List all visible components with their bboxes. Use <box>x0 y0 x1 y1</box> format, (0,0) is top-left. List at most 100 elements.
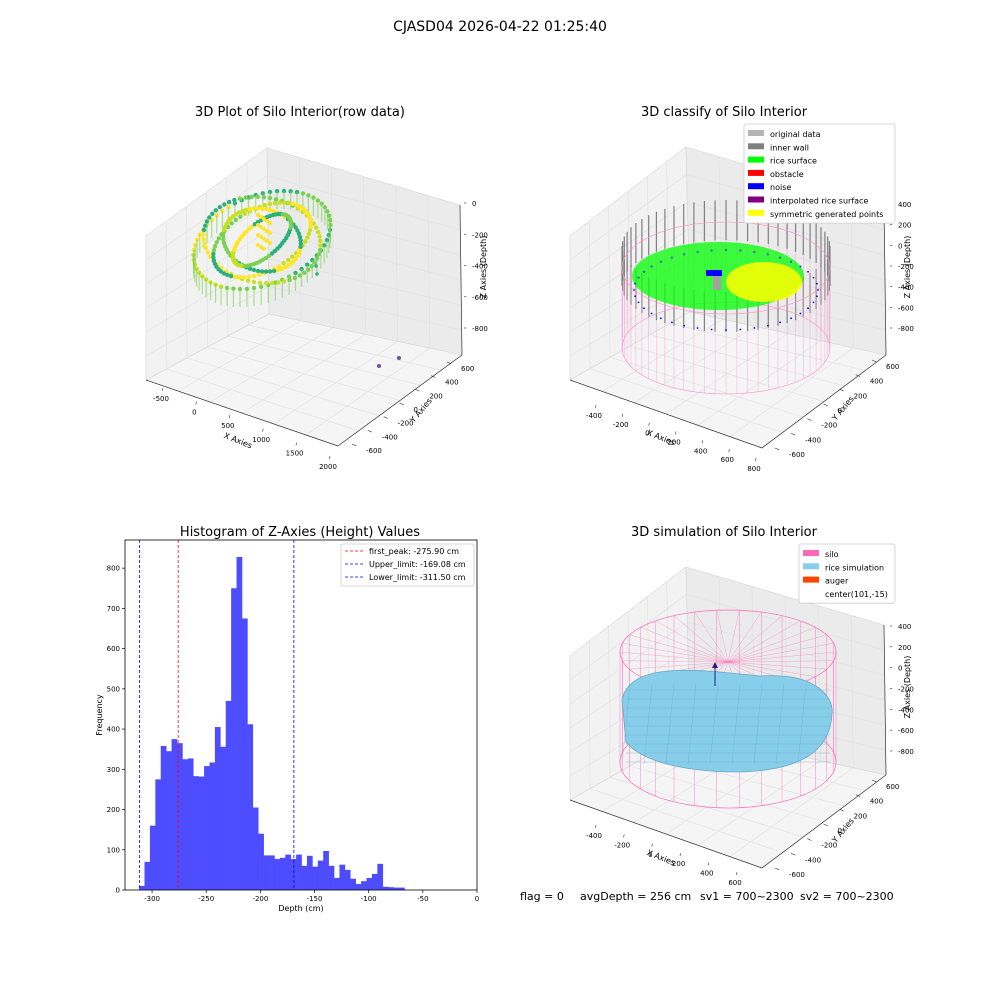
data-point <box>292 275 298 281</box>
data-point <box>262 227 266 231</box>
data-point <box>217 205 222 210</box>
mesh-line <box>775 683 785 765</box>
raw-plot-ylabel: Y Axies <box>408 396 434 425</box>
data-point <box>316 229 321 235</box>
noise-point <box>634 282 636 285</box>
noise-point <box>634 295 636 298</box>
data-point <box>279 266 284 272</box>
noise-point <box>637 301 640 304</box>
classify-plot: 3D classify of Silo Interior -400-200020… <box>569 105 914 473</box>
tick-label: -400 <box>898 706 914 714</box>
silo-roof-line <box>727 620 801 663</box>
silo-roof-line <box>727 634 827 663</box>
tick-label: 0 <box>472 200 476 208</box>
data-point <box>201 236 206 242</box>
tick-label: -400 <box>805 436 821 444</box>
data-point <box>261 195 267 200</box>
noise-point <box>660 317 662 320</box>
tick-label: 600 <box>886 783 899 791</box>
tick-label: 400 <box>898 201 911 209</box>
silo-top-ring <box>621 221 831 315</box>
noise-point <box>637 276 640 279</box>
histogram-bar <box>149 825 156 890</box>
data-point <box>256 213 260 217</box>
data-point <box>316 252 321 257</box>
tick-label: 0 <box>898 665 902 673</box>
y-axis-line <box>337 354 463 447</box>
histogram-bar <box>301 865 308 890</box>
tick-label: -400 <box>898 284 914 292</box>
data-point <box>243 207 249 213</box>
data-point <box>232 197 237 203</box>
tick-label: -200 <box>398 420 414 428</box>
data-point <box>221 240 227 246</box>
tick-label: -200 <box>252 895 268 903</box>
tick-label: -400 <box>586 412 602 420</box>
histogram-bar <box>393 887 400 890</box>
histogram-bar <box>290 859 297 890</box>
grid-line <box>569 594 687 681</box>
silo-roof-line <box>673 615 729 663</box>
data-point <box>312 260 317 265</box>
y-axis-line <box>761 354 887 449</box>
data-point <box>237 275 242 280</box>
histogram-bar <box>323 850 329 890</box>
histogram-bar <box>355 883 362 890</box>
data-point <box>218 284 224 289</box>
raw-plot-title: 3D Plot of Silo Interior(row data) <box>195 105 405 120</box>
histogram-bar <box>171 739 178 890</box>
histogram-y-ticks: 0 100 200 300 400 500 600 700 800 <box>107 565 125 895</box>
silo-roof-line <box>694 611 729 663</box>
noise-point <box>725 329 727 331</box>
noise-point <box>725 249 727 251</box>
histogram-bar <box>328 865 335 890</box>
tick-mark <box>623 834 625 838</box>
legend-swatch <box>748 209 764 216</box>
data-point <box>251 273 257 279</box>
noise-point <box>710 249 713 252</box>
tick-label: 400 <box>700 870 713 878</box>
data-point <box>256 223 260 227</box>
tick-label: 0 <box>116 887 120 895</box>
legend-swatch <box>748 169 764 176</box>
noise-point <box>739 249 742 252</box>
data-point <box>202 241 207 246</box>
tick-label: 0 <box>414 406 418 414</box>
silo-roof-line <box>655 620 729 663</box>
tick-label: -600 <box>789 871 805 879</box>
data-point <box>251 279 257 285</box>
histogram-frame <box>124 539 478 891</box>
histogram-bar <box>166 751 172 890</box>
data-point <box>256 243 260 247</box>
data-point <box>263 206 269 212</box>
noise-point <box>816 295 818 298</box>
tick-label: -400 <box>472 263 488 271</box>
legend-label: rice surface <box>770 157 817 166</box>
data-point <box>238 214 243 219</box>
tick-label: -150 <box>307 895 323 903</box>
tick-label: 600 <box>721 456 734 464</box>
data-point <box>317 247 323 253</box>
data-point <box>262 247 266 251</box>
data-point <box>263 269 269 274</box>
histogram-bar <box>306 855 313 890</box>
histogram-bar <box>176 743 183 890</box>
mesh-line <box>665 683 675 765</box>
raw-plot-axes <box>145 147 463 447</box>
legend-label: first_peak: -275.90 cm <box>369 547 459 556</box>
data-point <box>308 220 313 225</box>
tick-mark <box>415 389 420 392</box>
tick-mark <box>383 416 388 419</box>
tick-mark <box>823 823 828 827</box>
simulation-plot-legend: silo rice simulation auger center(101,-15) <box>798 543 896 604</box>
silo-roof-line <box>716 610 729 663</box>
data-point <box>259 235 263 239</box>
data-point <box>303 239 308 244</box>
tick-label: -200 <box>898 686 914 694</box>
mesh-line <box>797 683 807 765</box>
data-point <box>309 264 314 269</box>
simulation-plot-x-ticks: -400 -200 0 200 400 600 <box>586 824 742 887</box>
tick-mark <box>701 440 703 444</box>
